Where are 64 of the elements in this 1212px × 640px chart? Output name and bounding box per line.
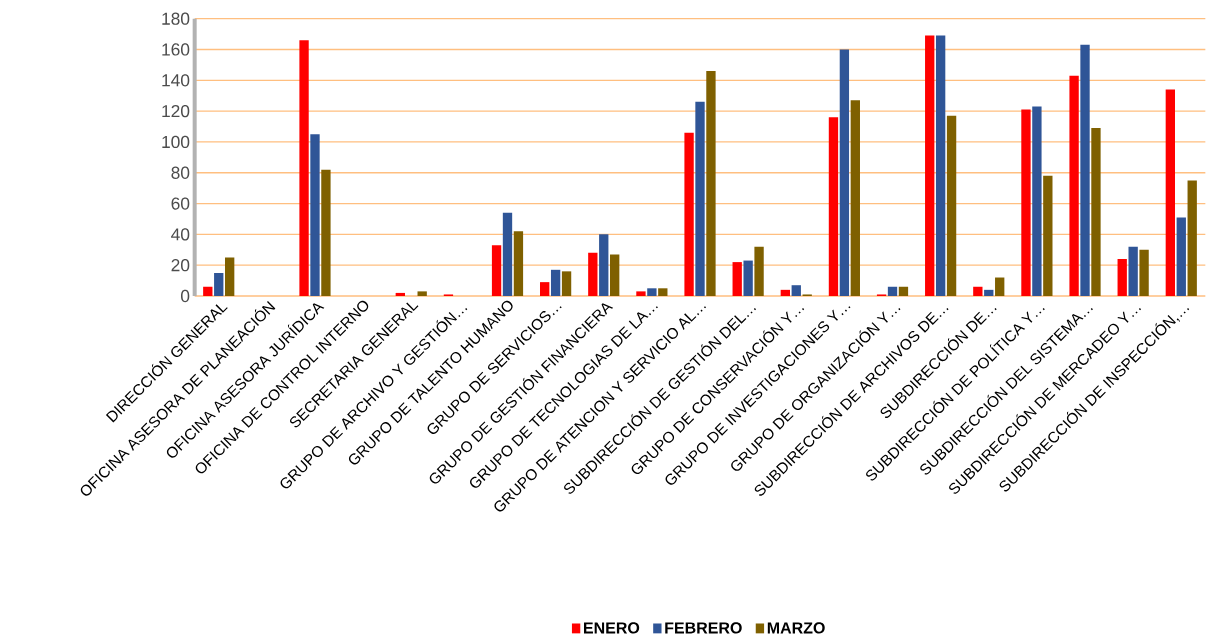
bar [995,277,1005,296]
bar [695,101,705,296]
bar [898,286,909,296]
bar [1139,249,1149,296]
bar [203,286,213,296]
legend-label: FEBRERO [665,622,742,634]
bar [491,245,502,296]
bar [754,246,764,296]
bar [647,288,657,296]
bar [417,291,427,296]
bar [839,49,850,296]
bar [599,234,609,296]
bar [684,132,694,296]
bar [395,292,405,296]
bar [828,117,839,296]
bar [310,134,320,296]
bar [1021,109,1031,296]
bar [299,40,309,296]
bar [1128,246,1138,296]
bar [321,169,331,296]
bar [850,100,860,296]
bar [925,35,935,296]
bar [1091,128,1101,296]
bar [732,262,742,296]
bar [540,282,550,296]
y-tick-label: 0 [180,289,190,303]
bar [1117,259,1127,296]
bar [1165,89,1176,296]
bar [791,285,801,296]
bar [1176,217,1186,296]
bar [214,272,224,296]
bar [588,252,598,296]
bar [225,257,235,296]
bar [513,231,524,296]
bar [1043,175,1053,296]
bar [935,35,946,296]
bar [1187,180,1197,296]
bar [1069,75,1079,296]
bar [973,286,983,296]
bar [1032,106,1042,296]
y-tick-label: 40 [171,228,190,241]
y-tick-label: 140 [162,74,190,87]
y-tick-label: 180 [162,12,190,25]
bar [887,286,898,296]
y-tick-label: 80 [171,166,190,179]
y-tick-label: 160 [162,43,190,56]
bar [658,288,668,296]
bar [1080,44,1090,296]
legend-label: MARZO [767,622,825,634]
bar [550,269,561,296]
bar [610,254,620,296]
bar [984,289,994,296]
bar [502,212,513,296]
bar [946,115,957,296]
legend-label: ENERO [584,622,640,634]
y-tick-label: 20 [171,259,190,272]
bar [561,271,572,296]
bar [780,289,790,296]
y-tick-label: 100 [162,135,190,149]
y-tick-label: 60 [171,197,190,210]
bar [743,260,753,296]
bar [706,71,716,296]
y-tick-label: 120 [162,104,190,118]
bar [636,291,646,296]
